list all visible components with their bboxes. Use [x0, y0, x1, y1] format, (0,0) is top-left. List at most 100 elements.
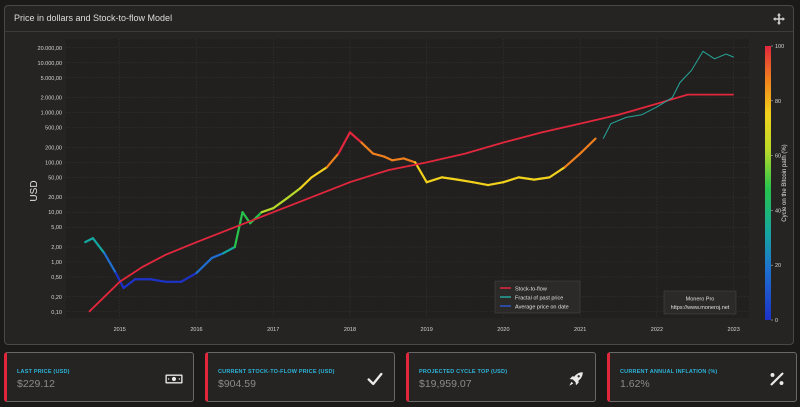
- card-inflation: CURRENT ANNUAL INFLATION (%) 1.62%: [607, 352, 797, 402]
- y-tick-label: 0,20: [51, 295, 62, 301]
- y-axis-label: USD: [29, 180, 40, 201]
- average-price-segment: [563, 152, 582, 169]
- average-price-segment: [548, 166, 566, 179]
- card-label: LAST PRICE (USD): [17, 369, 70, 375]
- colorbar-tick-label: 100: [775, 44, 784, 50]
- average-price-segment: [180, 271, 198, 283]
- y-tick-label: 5,00: [51, 225, 62, 231]
- y-tick-label: 10.000,00: [38, 61, 62, 67]
- watermark: Monero Pro https://www.moneroj.net: [663, 290, 737, 315]
- watermark-line2: https://www.moneroj.net: [671, 305, 730, 311]
- colorbar-tick-label: 80: [775, 99, 781, 105]
- colorbar-ticks: 0 20 40 60 80 100: [771, 44, 784, 324]
- x-tick-label: 2023: [728, 327, 740, 333]
- average-price-segment: [337, 131, 352, 155]
- money-icon: [165, 370, 183, 388]
- average-price-segment: [222, 245, 236, 255]
- x-tick-label: 2021: [574, 327, 586, 333]
- card-label: CURRENT STOCK-TO-FLOW PRICE (USD): [218, 369, 335, 375]
- card-value: $19,959.07: [419, 378, 472, 390]
- average-price-segment: [195, 256, 213, 275]
- average-price-segment: [579, 137, 597, 155]
- x-tick-label: 2019: [421, 327, 433, 333]
- average-price-segment: [502, 176, 520, 184]
- y-tick-label: 0,50: [51, 275, 62, 281]
- y-tick-label: 500,00: [45, 126, 62, 132]
- x-tick-label: 2015: [114, 327, 126, 333]
- y-tick-label: 50,00: [48, 175, 62, 181]
- legend-label-average: Average price on date: [515, 305, 569, 311]
- average-price-segment: [122, 278, 137, 290]
- watermark-line1: Monero Pro: [686, 297, 715, 303]
- x-tick-label: 2020: [497, 327, 509, 333]
- average-price-segment: [287, 187, 302, 199]
- y-tick-label: 1.000,00: [41, 111, 62, 117]
- card-value: $904.59: [218, 378, 256, 390]
- average-price-segment: [371, 152, 386, 158]
- x-tick-labels: 2015 2016 2017 2018 2019 2020 2021 2022 2023: [114, 327, 740, 333]
- legend: Stock-to-flow Fractal of past price Aver…: [494, 280, 581, 314]
- series-layer: [84, 50, 734, 313]
- stats-cards: LAST PRICE (USD) $229.12 CURRENT STOCK-T…: [0, 350, 800, 405]
- legend-label-stock-to-flow: Stock-to-flow: [515, 287, 547, 293]
- fractal-line: [602, 50, 734, 139]
- average-price-segment: [517, 176, 536, 181]
- colorbar-tick-label: 40: [775, 208, 781, 214]
- average-price-segment: [402, 157, 417, 164]
- check-icon: [366, 370, 384, 388]
- plot-area: [66, 39, 749, 318]
- y-tick-label: 10,00: [48, 210, 62, 216]
- card-last-price: LAST PRICE (USD) $229.12: [4, 352, 194, 402]
- average-price-segment: [210, 252, 225, 260]
- average-price-segment: [360, 141, 375, 155]
- y-tick-label: 20.000,00: [38, 46, 62, 52]
- y-tick-label: 1,00: [51, 260, 62, 266]
- x-tick-label: 2022: [651, 327, 663, 333]
- card-cycle-top: PROJECTED CYCLE TOP (USD) $19,959.07: [406, 352, 596, 402]
- percent-icon: [768, 370, 786, 388]
- move-icon[interactable]: [773, 12, 785, 25]
- average-price-segment: [298, 176, 313, 190]
- average-price-segment: [325, 152, 340, 169]
- grid-x: [119, 39, 734, 318]
- average-price-segment: [414, 161, 428, 184]
- average-price-segment: [348, 131, 363, 144]
- y-tick-label: 5.000,00: [41, 76, 62, 82]
- stock-to-flow-line: [88, 93, 734, 313]
- panel-header: Price in dollars and Stock-to-flow Model: [5, 6, 793, 32]
- y-tick-labels: 0,10 0,20 0,50 1,00 2,00 5,00 10,00 20,00 50,00 1…: [38, 46, 62, 316]
- colorbar: [765, 46, 771, 320]
- chart-svg: 0,10 0,20 0,50 1,00 2,00 5,00 10,00 20,00 50,00 1…: [29, 39, 788, 333]
- y-tick-label: 200,00: [45, 145, 62, 151]
- card-value: $229.12: [17, 378, 55, 390]
- card-label: PROJECTED CYCLE TOP (USD): [419, 369, 508, 375]
- y-tick-label: 100,00: [45, 160, 62, 166]
- average-price-segment: [114, 271, 125, 290]
- average-price-segment: [233, 211, 244, 249]
- colorbar-tick-label: 20: [775, 263, 781, 269]
- card-stock-to-flow: CURRENT STOCK-TO-FLOW PRICE (USD) $904.5…: [205, 352, 395, 402]
- colorbar-tick-label: 60: [775, 154, 781, 160]
- average-price-segment: [272, 196, 290, 210]
- average-price-segment: [533, 176, 551, 181]
- y-tick-label: 2.000,00: [41, 96, 62, 102]
- average-price-segment: [440, 176, 459, 181]
- average-price-segment: [149, 278, 167, 283]
- chart-panel: Price in dollars and Stock-to-flow Model…: [4, 5, 794, 345]
- average-price-segment: [391, 157, 405, 162]
- x-tick-label: 2018: [344, 327, 356, 333]
- average-price-segment: [103, 252, 117, 275]
- average-price-segment: [310, 166, 329, 179]
- y-tick-label: 20,00: [48, 195, 62, 201]
- x-tick-label: 2017: [267, 327, 279, 333]
- y-tick-label: 2,00: [51, 245, 62, 251]
- panel-title: Price in dollars and Stock-to-flow Model: [14, 13, 173, 23]
- y-tick-label: 0,10: [51, 310, 62, 316]
- average-price-segment: [91, 237, 106, 255]
- average-price-segment: [383, 155, 394, 162]
- average-price-segment: [260, 207, 275, 214]
- average-price-segment: [84, 237, 94, 244]
- average-price-segment: [456, 178, 474, 184]
- card-label: CURRENT ANNUAL INFLATION (%): [620, 369, 718, 375]
- average-price-segment: [471, 181, 490, 187]
